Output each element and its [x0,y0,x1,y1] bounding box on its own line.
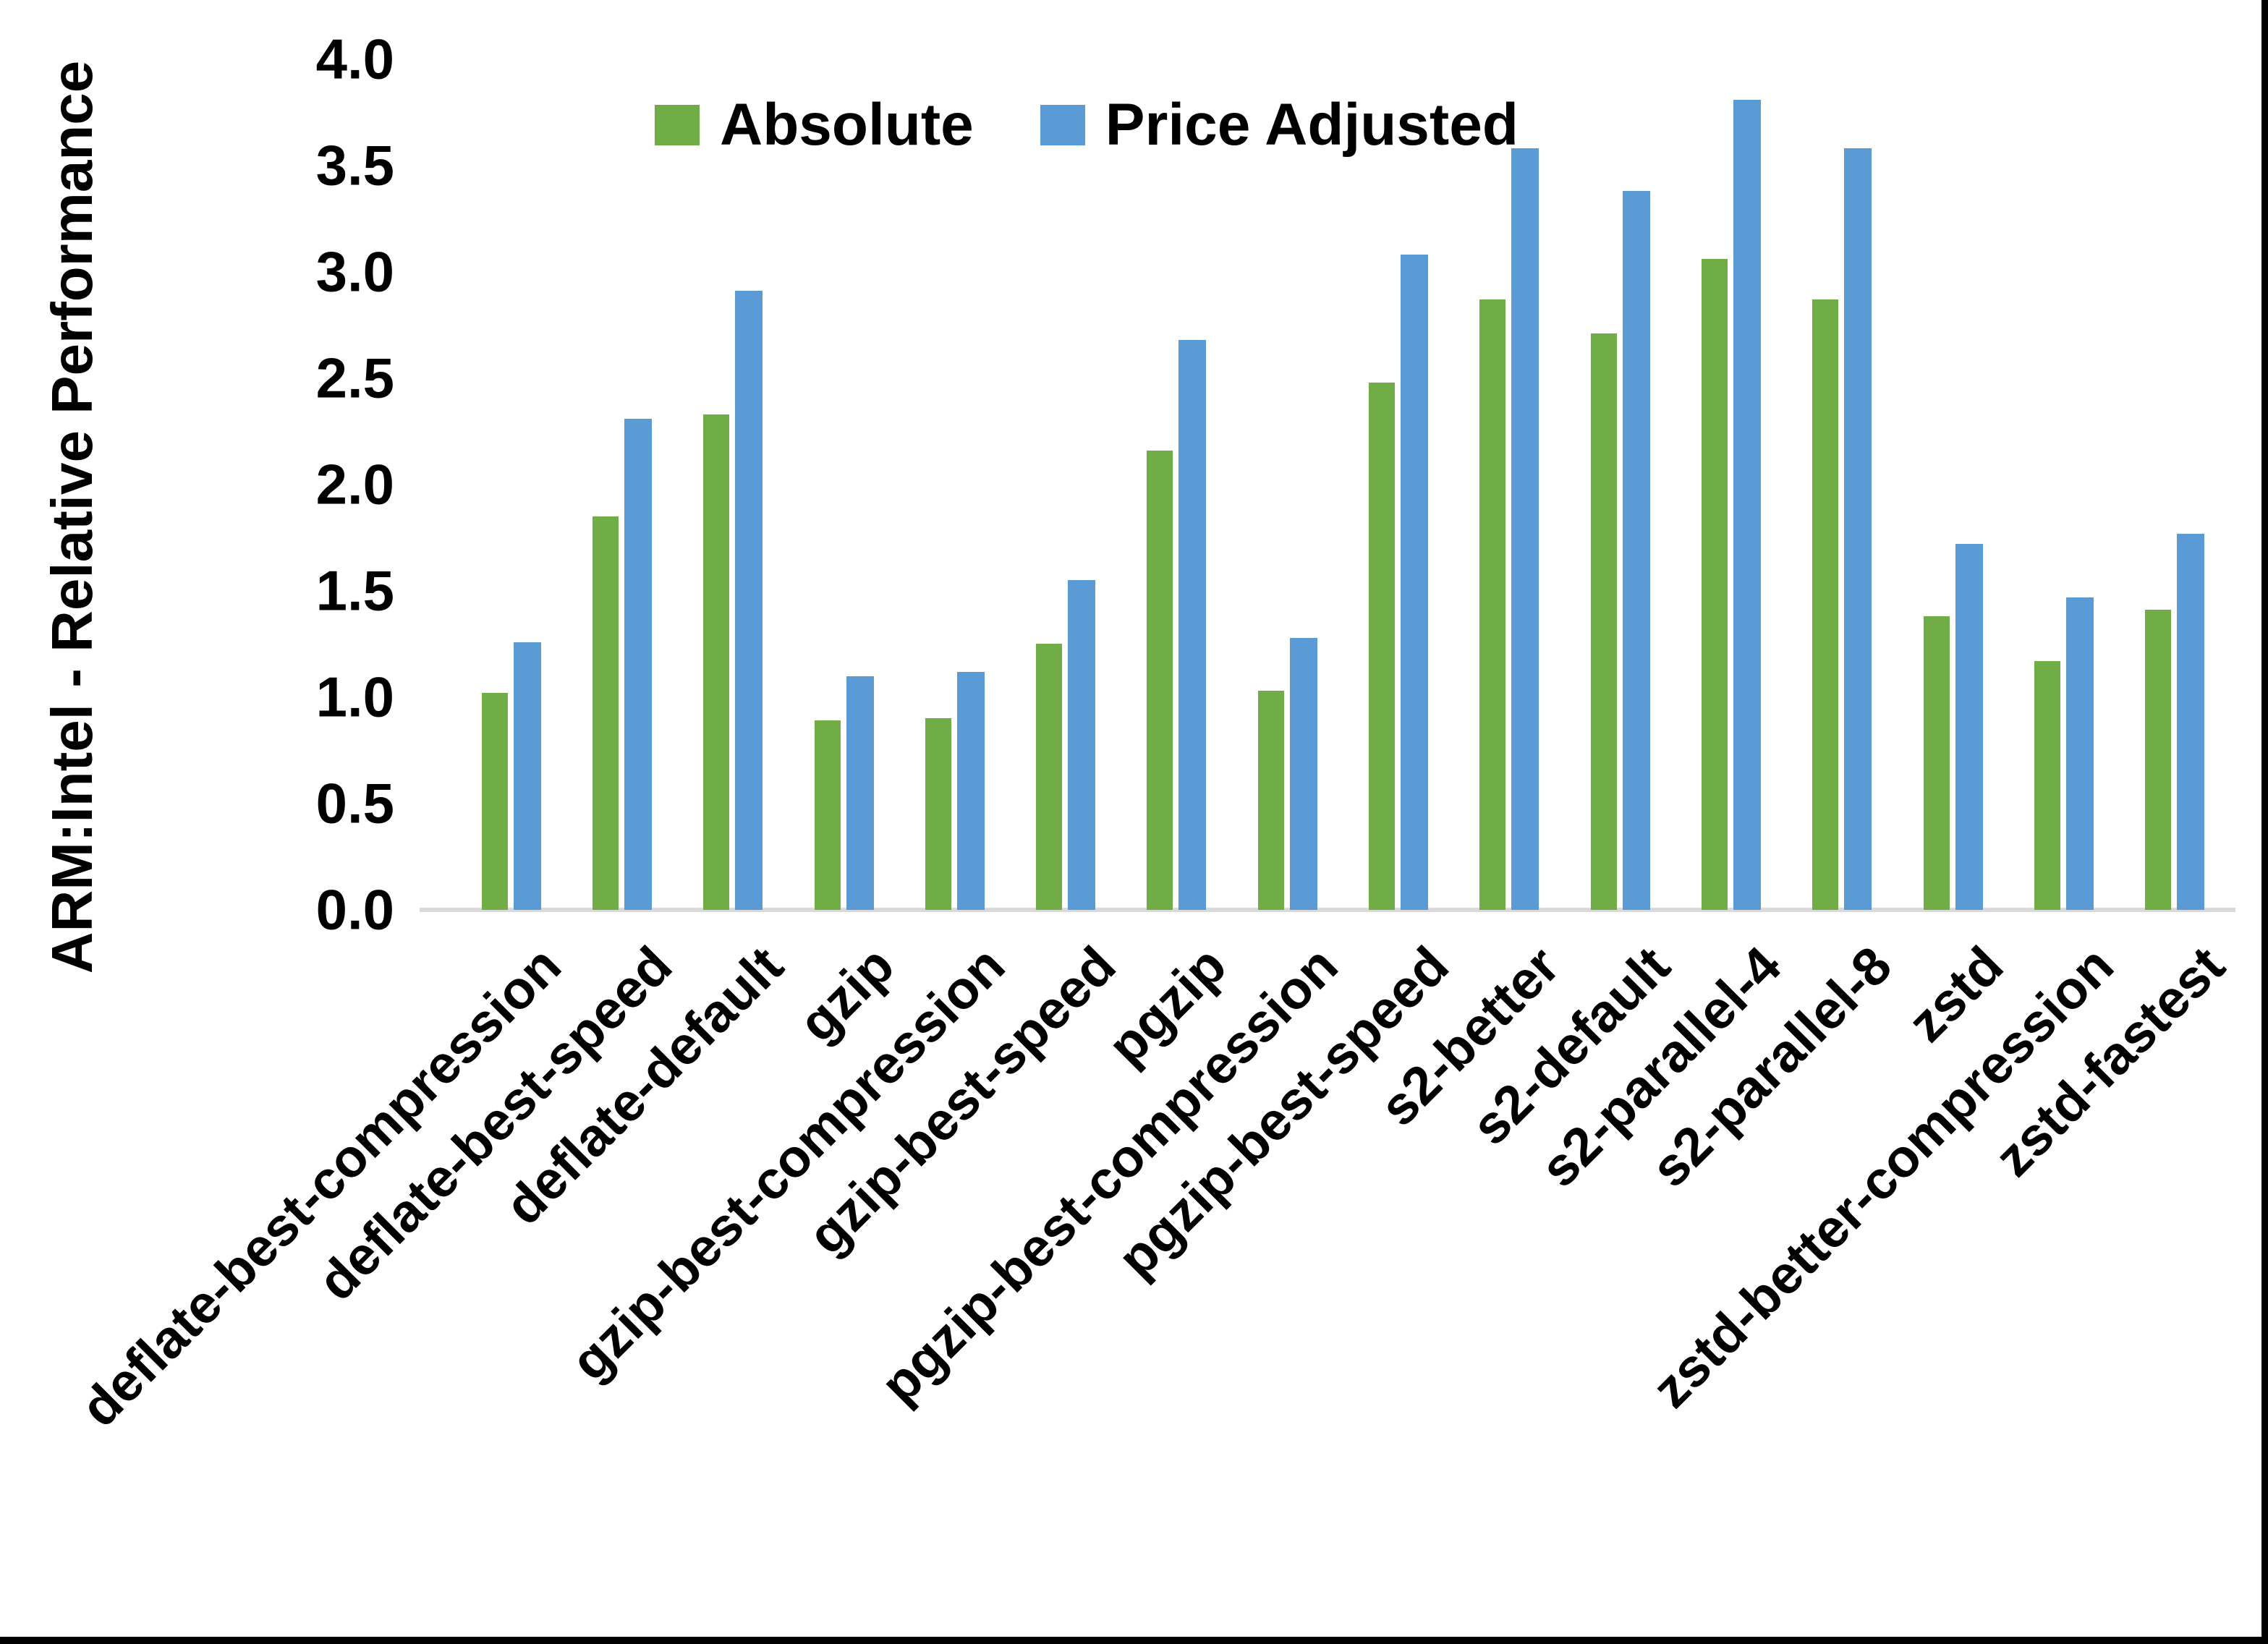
legend-label-absolute: Absolute [720,92,974,158]
bar-absolute-gzip [815,720,841,910]
legend-entry-absolute: Absolute [655,91,974,159]
bar-price-adjusted-zstd-better-compression [2066,597,2094,910]
y-tick-label-3.0: 3.0 [315,239,394,304]
bar-price-adjusted-s2-parallel-4 [1733,100,1761,910]
x-axis-line [420,908,2235,912]
bar-absolute-s2-parallel-8 [1812,299,1838,910]
bar-absolute-deflate-default [703,414,729,910]
bar-price-adjusted-deflate-best-compression [514,642,541,910]
bar-price-adjusted-gzip-best-speed [1068,580,1095,910]
bar-absolute-s2-better [1479,299,1505,910]
y-tick-label-1.5: 1.5 [315,558,394,623]
bar-price-adjusted-s2-better [1511,148,1539,910]
y-tick-label-0.0: 0.0 [315,877,394,942]
y-axis-title: ARM:Intel - Relative Performance [40,60,104,974]
legend-swatch-price-adjusted-icon [1040,105,1085,145]
legend-swatch-absolute-icon [655,105,700,145]
x-axis-label-deflate-best-compression: deflate-best-compression [69,934,573,1439]
figure-border-right [2261,0,2268,1644]
bar-price-adjusted-gzip [846,676,874,910]
bar-price-adjusted-pgzip-best-compression [1290,638,1317,910]
bar-absolute-gzip-best-compression [925,718,951,910]
bar-price-adjusted-pgzip-best-speed [1401,255,1428,910]
bar-price-adjusted-zstd [1955,544,1983,910]
bar-price-adjusted-s2-default [1623,191,1650,910]
y-tick-label-2.5: 2.5 [315,346,394,410]
bar-absolute-zstd-better-compression [2034,661,2060,910]
figure-border-bottom [0,1637,2268,1644]
bar-price-adjusted-zstd-fastest [2177,534,2204,910]
bar-absolute-gzip-best-speed [1036,644,1062,910]
y-tick-label-4.0: 4.0 [315,27,394,91]
legend-label-price-adjusted: Price Adjusted [1105,92,1519,158]
bar-absolute-s2-default [1591,333,1617,910]
bar-absolute-pgzip-best-speed [1369,383,1395,910]
bar-absolute-pgzip-best-compression [1258,691,1284,910]
y-tick-label-1.0: 1.0 [315,665,394,729]
legend-entry-price-adjusted: Price Adjusted [1040,91,1519,159]
bar-absolute-zstd [1924,616,1950,910]
y-tick-label-0.5: 0.5 [315,771,394,835]
y-tick-label-3.5: 3.5 [315,133,394,197]
bar-price-adjusted-s2-parallel-8 [1844,148,1872,910]
bar-absolute-pgzip [1147,451,1173,910]
bar-price-adjusted-gzip-best-compression [957,672,985,910]
y-tick-label-2.0: 2.0 [315,452,394,516]
bar-price-adjusted-deflate-best-speed [624,419,652,910]
bar-price-adjusted-deflate-default [735,291,763,910]
bar-absolute-s2-parallel-4 [1702,259,1728,910]
bar-absolute-zstd-fastest [2145,610,2171,910]
legend: Absolute Price Adjusted [655,91,1519,159]
bar-absolute-deflate-best-compression [482,693,508,910]
bar-absolute-deflate-best-speed [593,516,619,910]
bar-price-adjusted-pgzip [1178,340,1206,910]
